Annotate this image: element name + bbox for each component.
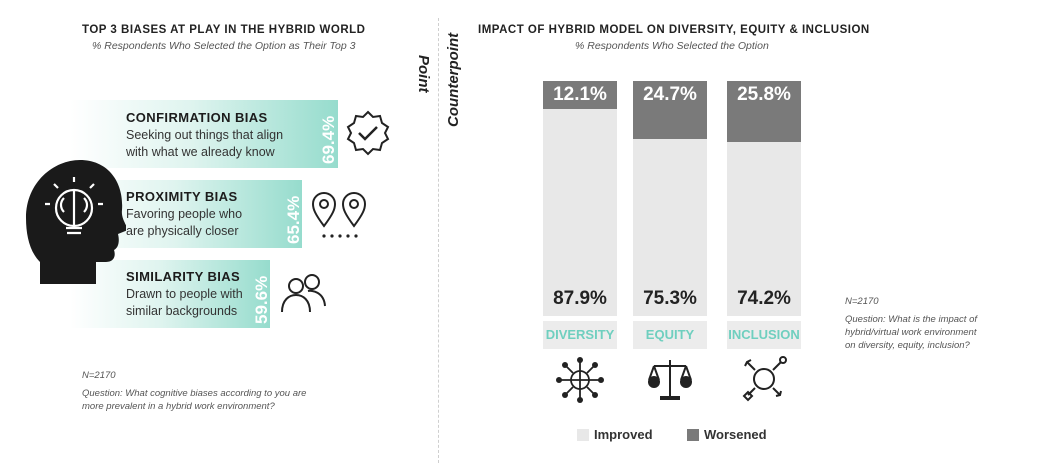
bar-worsened-equity: [633, 81, 707, 140]
gender-symbols-icon: [742, 356, 787, 402]
bar-worsened-inclusion: [727, 81, 801, 142]
left-question: Question: What cognitive biases accordin…: [82, 388, 307, 399]
bar-improved-diversity: [543, 109, 617, 316]
worsened-value-label: 12.1%: [553, 84, 607, 105]
right-question: on diversity, equity, inclusion?: [845, 340, 970, 351]
left-n: N=2170: [82, 370, 116, 381]
improved-value-label: 74.2%: [737, 288, 791, 309]
left-question: more prevalent in a hybrid work environm…: [82, 401, 275, 412]
right-n: N=2170: [845, 296, 879, 307]
head-brain-icon: [26, 160, 126, 284]
counterpoint-label: Counterpoint: [445, 32, 462, 127]
divider: [438, 18, 439, 463]
category-label-equity: EQUITY: [633, 321, 707, 349]
improved-value-label: 87.9%: [553, 288, 607, 309]
bias-band-1: [70, 100, 338, 168]
legend-improved-label: Improved: [594, 427, 653, 442]
bar-worsened-diversity: [543, 81, 617, 110]
bias-name: PROXIMITY BIAS: [126, 189, 238, 204]
bias-desc: Drawn to people with: [126, 287, 243, 301]
bias-band-3: [70, 260, 270, 328]
right-question: hybrid/virtual work environment: [845, 327, 977, 338]
globe-network-icon: [556, 357, 604, 403]
bias-desc: are physically closer: [126, 224, 239, 238]
worsened-value-label: 24.7%: [643, 84, 697, 105]
right-subtitle: % Respondents Who Selected the Option: [575, 40, 769, 52]
improved-value-label: 75.3%: [643, 288, 697, 309]
legend-improved-swatch: [577, 429, 589, 441]
legend-worsened-label: Worsened: [704, 427, 767, 442]
bias-desc: with what we already know: [126, 145, 275, 159]
bias-desc: Favoring people who: [126, 207, 243, 221]
checkmark-badge-icon: [346, 110, 390, 156]
left-title: TOP 3 BIASES AT PLAY IN THE HYBRID WORLD: [82, 24, 366, 36]
bias-desc: Seeking out things that align: [126, 128, 284, 142]
scale-money-icon: [648, 360, 692, 400]
left-subtitle: % Respondents Who Selected the Option as…: [92, 40, 356, 52]
people-icon: [281, 274, 326, 313]
bias-name: CONFIRMATION BIAS: [126, 110, 268, 125]
bias-percent: 59.6%: [252, 275, 271, 324]
legend-worsened-swatch: [687, 429, 699, 441]
category-label-diversity: DIVERSITY: [543, 321, 617, 349]
bar-improved-equity: [633, 139, 707, 316]
bias-name: SIMILARITY BIAS: [126, 269, 241, 284]
right-title: IMPACT OF HYBRID MODEL ON DIVERSITY, EQU…: [478, 24, 870, 36]
point-label: Point: [415, 55, 432, 93]
bias-percent: 65.4%: [284, 195, 303, 244]
bias-percent: 69.4%: [319, 115, 338, 164]
worsened-value-label: 25.8%: [737, 84, 791, 105]
bar-improved-inclusion: [727, 141, 801, 316]
category-label-inclusion: INCLUSION: [727, 321, 801, 349]
right-question: Question: What is the impact of: [845, 314, 978, 325]
bias-desc: similar backgrounds: [126, 304, 238, 318]
location-pins-icon: [311, 192, 367, 238]
